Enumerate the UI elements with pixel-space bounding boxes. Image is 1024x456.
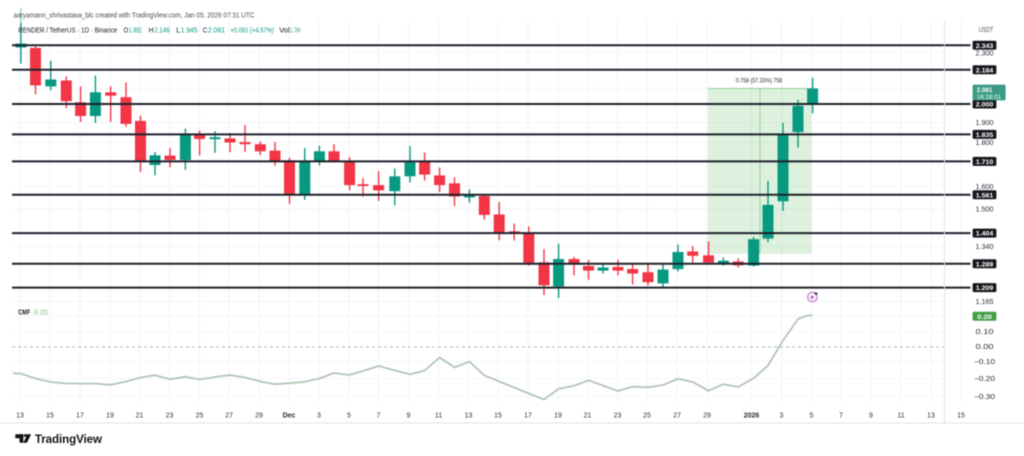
svg-text:1.500: 1.500: [976, 207, 994, 214]
svg-text:1.209: 1.209: [976, 285, 994, 292]
svg-text:0.758 (57.33%) 758: 0.758 (57.33%) 758: [736, 78, 783, 85]
svg-text:21: 21: [584, 413, 592, 420]
svg-text:TradingView: TradingView: [35, 433, 103, 446]
svg-text:1.835: 1.835: [976, 132, 994, 139]
svg-text:H: H: [149, 26, 154, 35]
svg-text:0.10: 0.10: [976, 329, 994, 336]
svg-text:1.945: 1.945: [181, 26, 198, 35]
svg-text:17: 17: [76, 413, 84, 420]
svg-text:5: 5: [810, 413, 814, 420]
svg-text:9: 9: [407, 413, 411, 420]
svg-text:1.710: 1.710: [976, 159, 994, 166]
svg-text:23: 23: [614, 413, 622, 420]
svg-text:15: 15: [957, 413, 965, 420]
svg-text:9: 9: [869, 413, 873, 420]
svg-text:1.600: 1.600: [976, 184, 994, 191]
svg-text:3: 3: [780, 413, 784, 420]
svg-text:USDT: USDT: [979, 27, 994, 34]
svg-text:23: 23: [166, 413, 174, 420]
svg-text:7: 7: [377, 413, 381, 420]
svg-text:19: 19: [106, 413, 114, 420]
svg-text:1.7M: 1.7M: [290, 26, 300, 35]
svg-text:2.081: 2.081: [208, 26, 225, 35]
svg-text:27: 27: [225, 413, 233, 420]
svg-text:1.900: 1.900: [976, 120, 994, 127]
svg-text:2.300: 2.300: [976, 50, 994, 57]
svg-text:15: 15: [46, 413, 54, 420]
svg-text:Dec: Dec: [283, 413, 296, 420]
svg-text:2.184: 2.184: [976, 67, 994, 74]
svg-text:13: 13: [16, 413, 24, 420]
svg-text:15: 15: [494, 413, 502, 420]
svg-text:21: 21: [136, 413, 144, 420]
svg-text:−0.30: −0.30: [974, 394, 995, 401]
svg-text:2.343: 2.343: [976, 43, 994, 50]
svg-text:19: 19: [554, 413, 562, 420]
svg-text:0.00: 0.00: [976, 344, 994, 351]
svg-text:+0.091 (+4.57%): +0.091 (+4.57%): [230, 26, 274, 35]
svg-text:1.289: 1.289: [976, 261, 994, 268]
svg-text:16:28:01: 16:28:01: [977, 94, 1002, 101]
svg-text:11: 11: [897, 413, 904, 420]
svg-text:Vol: Vol: [279, 26, 290, 35]
svg-text:aaryamann_shrivastava_blc crea: aaryamann_shrivastava_blc created with T…: [14, 13, 255, 20]
svg-text:1.800: 1.800: [976, 140, 994, 147]
svg-text:27: 27: [673, 413, 681, 420]
svg-text:O: O: [124, 26, 129, 35]
svg-text:25: 25: [643, 413, 651, 420]
svg-text:13: 13: [927, 413, 935, 420]
svg-text:2.146: 2.146: [154, 26, 170, 35]
svg-text:13: 13: [465, 413, 473, 420]
svg-text:1.404: 1.404: [976, 231, 994, 238]
svg-text:1.165: 1.165: [976, 299, 994, 306]
svg-text:L: L: [176, 26, 180, 35]
svg-text:2.081: 2.081: [977, 87, 993, 94]
svg-text:17: 17: [524, 413, 532, 420]
svg-text:2.000: 2.000: [976, 102, 994, 109]
svg-text:1.991: 1.991: [129, 26, 142, 35]
svg-text:29: 29: [703, 413, 711, 420]
svg-text:3: 3: [317, 413, 321, 420]
svg-text:5: 5: [347, 413, 351, 420]
svg-text:7: 7: [839, 413, 843, 420]
svg-text:RENDER / TetherUS · 1D · Binan: RENDER / TetherUS · 1D · Binance: [18, 26, 117, 35]
svg-text:C: C: [203, 26, 208, 35]
svg-text:11: 11: [435, 413, 442, 420]
svg-text:29: 29: [255, 413, 263, 420]
svg-text:−0.10: −0.10: [974, 359, 995, 366]
svg-text:2026: 2026: [744, 413, 760, 420]
svg-text:0.20: 0.20: [34, 309, 48, 316]
svg-text:25: 25: [196, 413, 204, 420]
svg-text:−0.20: −0.20: [974, 376, 995, 383]
svg-text:1.340: 1.340: [976, 244, 994, 251]
svg-text:CMF: CMF: [18, 309, 31, 316]
svg-text:1.561: 1.561: [976, 192, 994, 199]
svg-text:0.20: 0.20: [977, 314, 992, 321]
